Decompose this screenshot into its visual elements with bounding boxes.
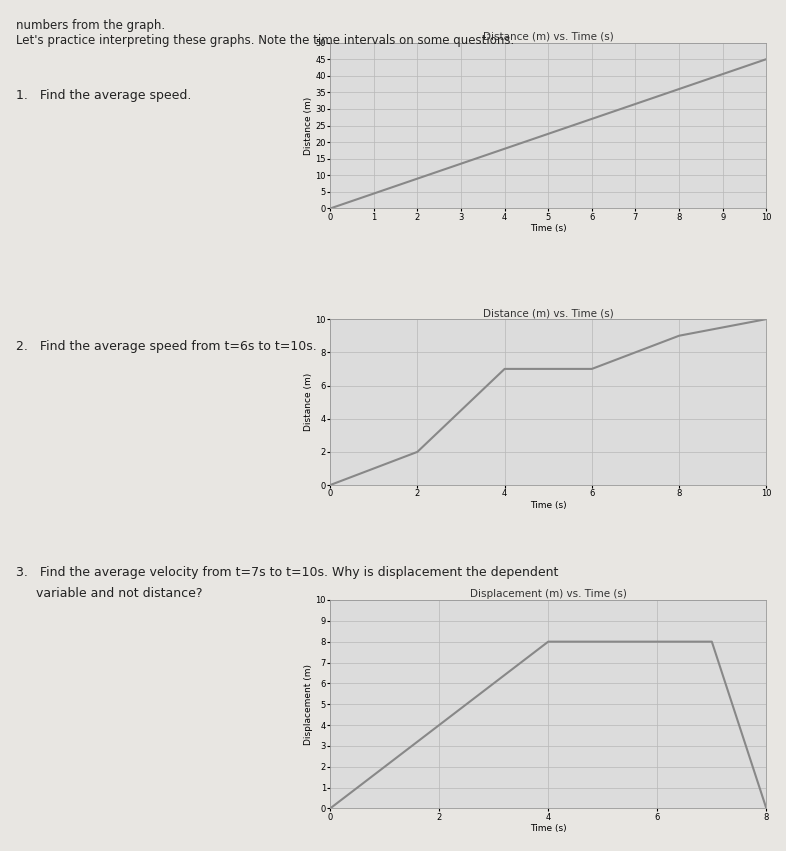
- Text: variable and not distance?: variable and not distance?: [16, 587, 202, 600]
- Text: 2.   Find the average speed from t=6s to t=10s.: 2. Find the average speed from t=6s to t…: [16, 340, 317, 353]
- Text: numbers from the graph.: numbers from the graph.: [16, 19, 165, 31]
- Y-axis label: Displacement (m): Displacement (m): [303, 664, 313, 745]
- Text: 1.   Find the average speed.: 1. Find the average speed.: [16, 89, 191, 102]
- Y-axis label: Distance (m): Distance (m): [303, 373, 313, 431]
- Title: Distance (m) vs. Time (s): Distance (m) vs. Time (s): [483, 308, 614, 318]
- Title: Distance (m) vs. Time (s): Distance (m) vs. Time (s): [483, 31, 614, 42]
- Text: 3.   Find the average velocity from t=7s to t=10s. Why is displacement the depen: 3. Find the average velocity from t=7s t…: [16, 566, 558, 579]
- Title: Displacement (m) vs. Time (s): Displacement (m) vs. Time (s): [470, 589, 626, 599]
- Text: Let's practice interpreting these graphs. Note the time intervals on some questi: Let's practice interpreting these graphs…: [16, 34, 514, 47]
- X-axis label: Time (s): Time (s): [530, 501, 567, 510]
- X-axis label: Time (s): Time (s): [530, 225, 567, 233]
- X-axis label: Time (s): Time (s): [530, 825, 567, 833]
- Y-axis label: Distance (m): Distance (m): [303, 96, 313, 155]
